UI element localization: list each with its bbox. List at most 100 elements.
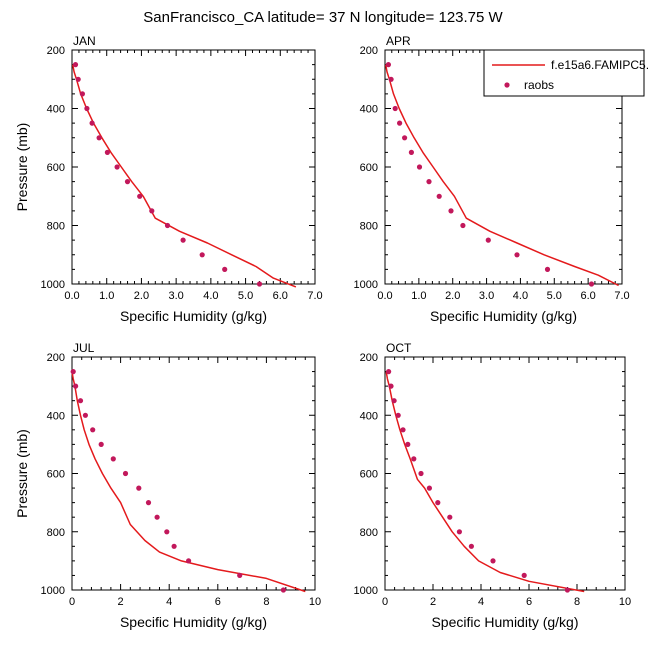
obs-point [588,281,595,287]
obs-point [256,281,263,287]
x-tick-label: 2.0 [445,290,460,302]
obs-point [456,529,462,535]
y-tick-label: 400 [360,410,378,422]
obs-point [199,252,205,258]
panel-apr: APR 0.0 1.0 2.0 3.0 4.0 5.0 6.0 7.0 200 400 600 800 1… [354,34,630,324]
y-tick-label: 800 [360,221,378,233]
obs-point [411,456,417,462]
y-tick-label: 1000 [354,279,378,291]
x-tick-label: 6 [215,596,221,608]
panel-jul: JUL 0 2 4 6 8 10 200 400 600 800 1000 Specific Humid… [14,341,321,630]
y-tick-label: 1000 [41,279,65,291]
x-tick-label: 6 [526,596,532,608]
obs-point [164,222,171,229]
obs-point [186,558,192,564]
obs-point [436,193,442,199]
y-tick-label: 600 [47,469,65,481]
x-tick-label: 2.0 [134,290,149,302]
y-tick-label: 800 [47,527,65,539]
x-tick-label: 3.0 [479,290,494,302]
obs-point [104,149,110,155]
obs-point [392,105,398,112]
plot-frame [71,356,316,591]
panel-oct: OCT 0 2 4 6 8 10 200 400 600 800 1000 Specific Humid… [354,341,632,630]
y-tick-label: 400 [360,104,378,116]
obs-point [521,572,527,579]
obs-point [73,383,79,389]
obs-point [145,500,152,506]
obs-point [171,543,177,549]
legend-model-label: f.e15a6.FAMIPC5.ne0 [551,58,648,72]
x-tick-label: 10 [309,596,321,608]
x-tick-label: 2 [430,596,436,608]
obs-point [386,369,392,375]
x-axis-label: Specific Humidity (g/kg) [120,614,267,630]
obs-point [280,587,286,593]
obs-point [164,529,170,535]
obs-point [154,514,160,520]
obs-point [418,470,424,477]
obs-point [180,237,186,243]
obs-point [96,135,102,141]
obs-point [79,91,85,97]
x-tick-label: 5.0 [547,290,562,302]
y-tick-label: 600 [360,469,378,481]
panel-title: JAN [73,34,96,48]
obs-point [564,587,571,593]
x-tick-label: 2 [118,596,124,608]
y-axis-label: Pressure (mb) [14,123,30,212]
obs-point [460,222,466,229]
x-tick-label: 8 [263,596,269,608]
obs-point [408,149,414,155]
obs-point [84,105,90,112]
obs-point [149,208,155,214]
obs-point [402,135,408,141]
obs-point [397,120,403,126]
x-tick-label: 4 [166,596,172,608]
y-tick-label: 800 [47,221,65,233]
x-tick-label: 4.0 [203,290,218,302]
obs-point [544,266,551,272]
y-tick-label: 1000 [354,585,378,597]
model-line [385,371,585,593]
x-tick-label: 1.0 [99,290,114,302]
obs-point [426,485,432,491]
x-tick-label: 6.0 [580,290,595,302]
x-tick-label: 0.0 [64,290,79,302]
obs-point [388,383,394,389]
x-axis-label: Specific Humidity (g/kg) [430,308,577,324]
y-tick-label: 800 [360,527,378,539]
obs-point [468,543,474,549]
y-tick-label: 600 [47,162,65,174]
obs-point [485,237,491,243]
obs-point [447,514,453,520]
obs-point [416,164,423,170]
obs-point [136,485,142,491]
obs-point [122,470,129,477]
obs-point [77,398,84,404]
obs-point [114,164,120,170]
panel-title: JUL [73,341,95,355]
plot-frame [71,49,316,285]
x-tick-label: 5.0 [238,290,253,302]
x-tick-label: 10 [619,596,631,608]
obs-point [90,427,96,433]
y-tick-label: 200 [360,352,378,364]
obs-point [405,441,411,447]
model-line [71,64,297,288]
model-line [384,64,619,287]
obs-point [395,412,401,418]
obs-point [72,62,79,68]
obs-point [82,412,88,418]
obs-point [514,252,520,258]
x-tick-label: 0 [382,596,388,608]
y-tick-label: 200 [47,352,65,364]
x-tick-label: 4.0 [513,290,528,302]
legend-box [483,49,645,97]
y-axis-label: Pressure (mb) [14,429,30,518]
obs-point [388,76,394,82]
legend: f.e15a6.FAMIPC5.ne0 raobs [483,49,648,97]
obs-point [98,441,104,447]
